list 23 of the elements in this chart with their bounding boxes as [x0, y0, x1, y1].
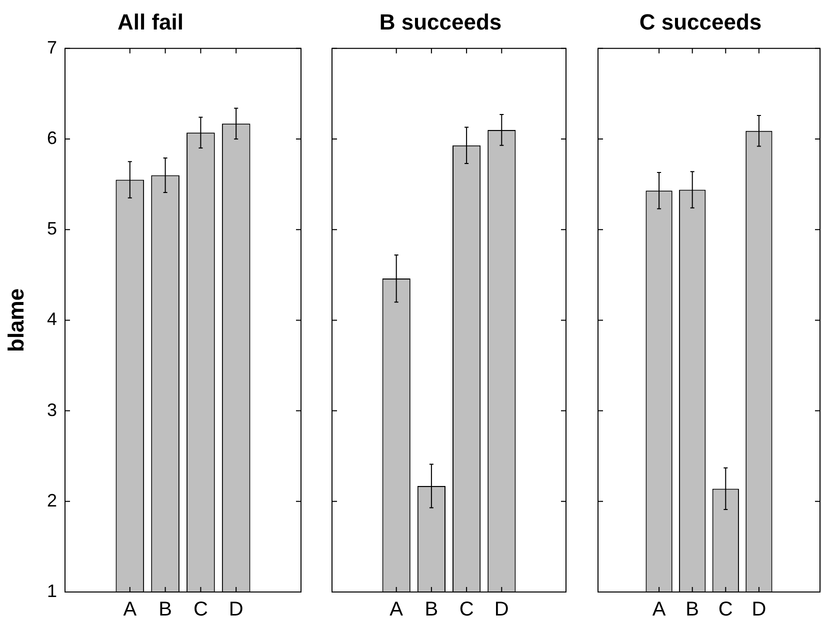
- x-tick-label: D: [752, 598, 766, 621]
- x-tick-label: B: [686, 598, 700, 621]
- y-tick-label: 6: [46, 128, 57, 148]
- x-tick-label: C: [193, 598, 208, 621]
- y-axis-title: blame: [3, 288, 28, 352]
- x-tick-label: D: [494, 598, 509, 621]
- y-tick-label: 5: [46, 218, 57, 239]
- y-tick-label: 3: [46, 400, 57, 420]
- x-tick-label: C: [459, 598, 474, 621]
- x-tick-label: A: [390, 598, 404, 621]
- chart-title: C succeeds: [639, 9, 762, 34]
- y-tick-label: 2: [46, 490, 57, 510]
- x-tick-label: B: [424, 598, 438, 621]
- chart-title: All fail: [117, 9, 184, 34]
- x-tick-label: A: [123, 598, 138, 621]
- x-tick-label: C: [718, 598, 733, 621]
- y-tick-label: 1: [46, 580, 57, 601]
- y-tick-label: 4: [46, 309, 57, 330]
- x-tick-label: D: [228, 598, 244, 621]
- chart-title: B succeeds: [379, 9, 502, 34]
- y-tick-label: 7: [46, 37, 57, 58]
- x-tick-label: A: [652, 598, 666, 621]
- x-tick-label: B: [158, 598, 172, 621]
